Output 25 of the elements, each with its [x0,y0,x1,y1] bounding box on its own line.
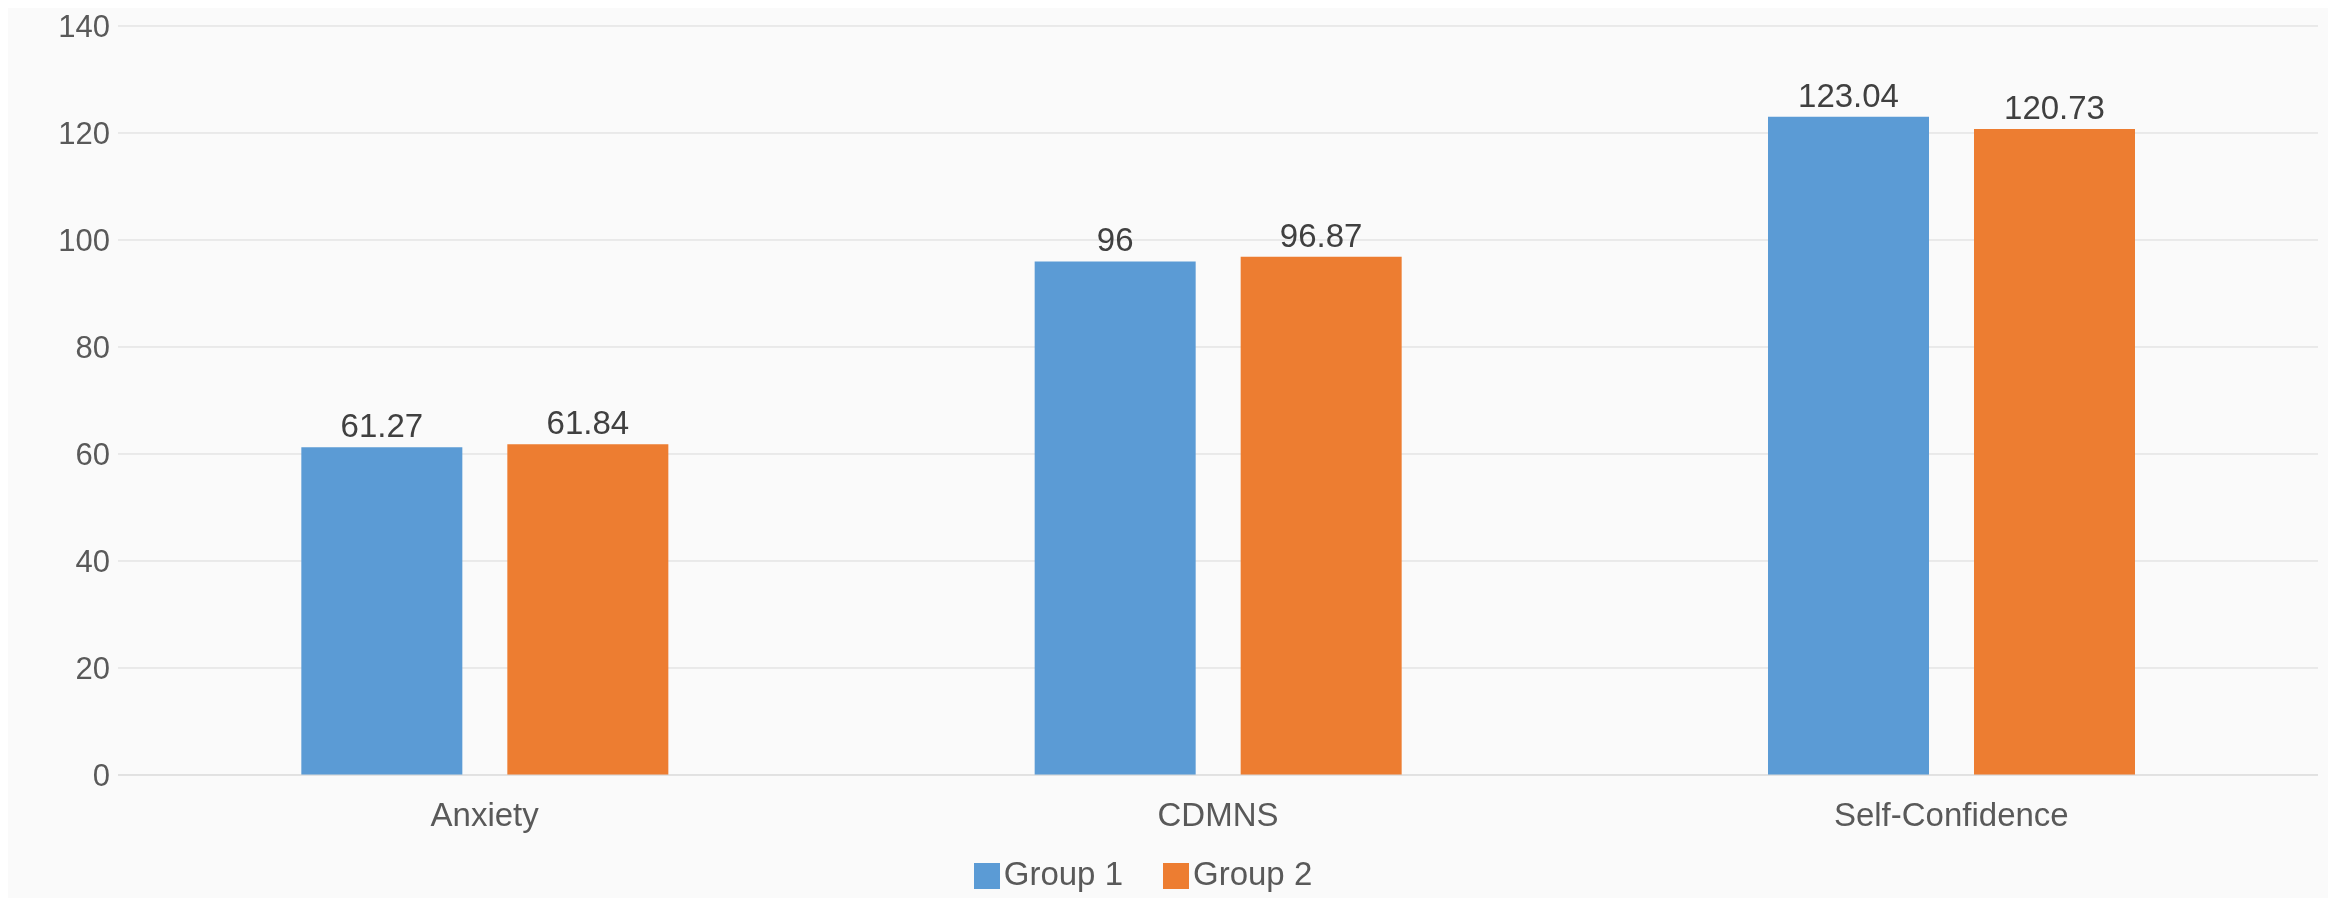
data-label: 120.73 [2004,89,2105,127]
bar [1240,256,1402,775]
bar [1034,261,1196,775]
legend-label: Group 1 [1003,855,1123,892]
y-tick-label: 20 [75,651,110,687]
data-label: 96.87 [1279,216,1363,254]
bar [1974,129,2135,775]
y-tick-label: 40 [75,544,110,580]
bar [507,444,669,775]
data-label: 96 [1096,221,1134,259]
y-tick-label: 100 [58,223,110,259]
y-tick-label: 0 [92,758,110,794]
x-tick-label: CDMNS [1157,796,1279,834]
data-label: 123.04 [1798,76,1899,114]
y-tick-label: 140 [58,9,110,45]
x-tick-label: Anxiety [430,796,540,834]
y-tick-label: 80 [75,330,110,366]
bar [301,447,463,775]
y-tick-label: 60 [75,437,110,473]
data-label: 61.27 [340,407,424,445]
legend-label: Group 2 [1193,855,1313,892]
x-tick-label: Self-Confidence [1833,796,2069,834]
bar [1768,116,1929,775]
y-tick-label: 120 [58,116,110,152]
data-label: 61.84 [546,404,630,442]
